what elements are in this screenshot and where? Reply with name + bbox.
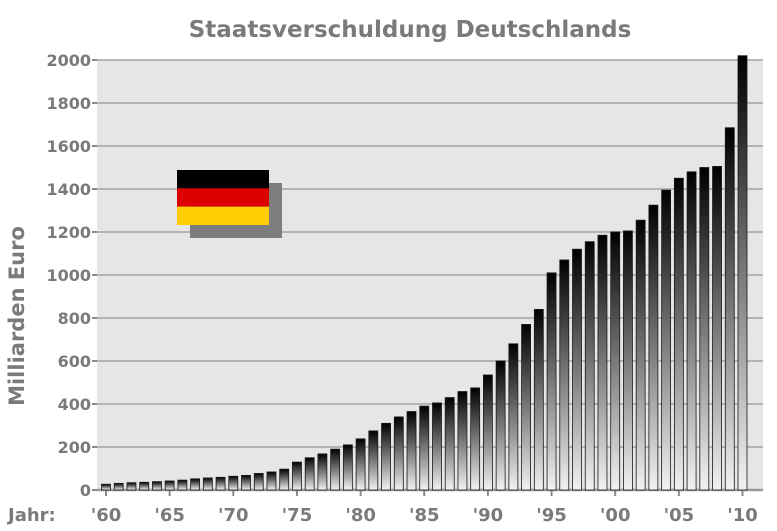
- bar-1996: [559, 259, 570, 491]
- bar-1981: [368, 430, 379, 491]
- bar-1967: [190, 478, 201, 491]
- bar-1999: [597, 234, 608, 491]
- x-tick-label: '75: [282, 505, 313, 526]
- bar-1978: [330, 448, 341, 491]
- flag-stripe-black: [177, 170, 269, 189]
- bar-2001: [623, 230, 633, 491]
- y-tick-label: 1200: [46, 223, 91, 242]
- bar-1969: [215, 476, 226, 491]
- bar-2009: [724, 127, 735, 491]
- x-tick-label: '65: [154, 505, 185, 526]
- bar-1982: [381, 422, 391, 491]
- bar-1962: [126, 482, 137, 491]
- bar-1960: [101, 483, 111, 491]
- x-tick-label: '05: [664, 505, 695, 526]
- x-tick-label: '85: [409, 505, 440, 526]
- bars: [101, 55, 748, 491]
- x-tick-label: '70: [218, 505, 249, 526]
- y-tick-label: 800: [58, 309, 91, 328]
- x-tick-label: '60: [91, 505, 122, 526]
- bar-2006: [686, 171, 697, 491]
- x-tick-label: '00: [600, 505, 631, 526]
- y-tick-label: 1600: [46, 137, 91, 156]
- bar-1993: [521, 324, 531, 491]
- bar-1986: [432, 402, 442, 491]
- bar-1994: [533, 308, 544, 491]
- y-tick-label: 400: [58, 395, 91, 414]
- bar-2004: [661, 189, 672, 491]
- bar-1972: [253, 473, 264, 491]
- bar-2007: [699, 167, 710, 491]
- bar-1973: [266, 471, 277, 491]
- bar-1964: [152, 481, 162, 491]
- y-tick-label: 200: [58, 438, 91, 457]
- bar-1970: [228, 475, 239, 491]
- flag-stripe-gold: [177, 206, 269, 225]
- y-tick-label: 1800: [46, 94, 91, 113]
- bar-1979: [342, 444, 353, 491]
- bar-1965: [164, 480, 175, 491]
- bar-1980: [355, 438, 366, 491]
- bar-1997: [572, 248, 582, 491]
- bar-1991: [495, 360, 506, 491]
- bar-2005: [673, 177, 684, 491]
- bar-2008: [712, 166, 722, 491]
- bar-1995: [546, 272, 557, 491]
- bar-1992: [508, 343, 519, 491]
- bar-1985: [419, 405, 430, 491]
- bar-1968: [202, 477, 213, 491]
- flag-stripe-red: [177, 188, 269, 207]
- bar-1976: [304, 457, 315, 491]
- bar-1961: [113, 482, 124, 491]
- bar-1998: [584, 241, 595, 491]
- bar-1984: [406, 411, 417, 491]
- bar-1966: [177, 479, 188, 491]
- bar-1990: [482, 374, 493, 491]
- bar-1983: [393, 416, 404, 491]
- bar-1975: [292, 461, 302, 491]
- y-axis-label: Milliarden Euro: [5, 226, 29, 406]
- bar-1977: [317, 453, 328, 491]
- chart-title: Staatsverschuldung Deutschlands: [189, 17, 632, 43]
- y-tick-label: 1400: [46, 180, 91, 199]
- x-tick-label: '10: [727, 505, 758, 526]
- x-tick-label: '95: [536, 505, 567, 526]
- bar-2010: [737, 55, 748, 491]
- bar-1971: [241, 474, 251, 491]
- y-tick-label: 2000: [46, 51, 91, 70]
- bar-2002: [635, 219, 646, 491]
- y-axis-ticks: 0 200 400 600 800 1000 1200 1400 1600 1800 2000: [46, 51, 97, 500]
- x-tick-label: '90: [473, 505, 504, 526]
- x-axis-ticks: '60 '65 '70 '75 '80 '85 '90 '95 '00 '05 '10: [91, 490, 758, 526]
- x-tick-label: '80: [345, 505, 376, 526]
- bar-1989: [470, 387, 481, 491]
- germany-flag-icon: [177, 170, 282, 238]
- bar-1988: [457, 391, 468, 491]
- y-tick-label: 1000: [46, 266, 91, 285]
- bar-1974: [279, 468, 290, 491]
- x-axis-label: Jahr:: [6, 505, 56, 526]
- y-tick-label: 0: [80, 481, 91, 500]
- bar-2000: [610, 231, 621, 491]
- bar-1963: [139, 481, 150, 491]
- bar-2003: [648, 204, 659, 491]
- y-tick-label: 600: [58, 352, 91, 371]
- bar-1987: [444, 397, 455, 491]
